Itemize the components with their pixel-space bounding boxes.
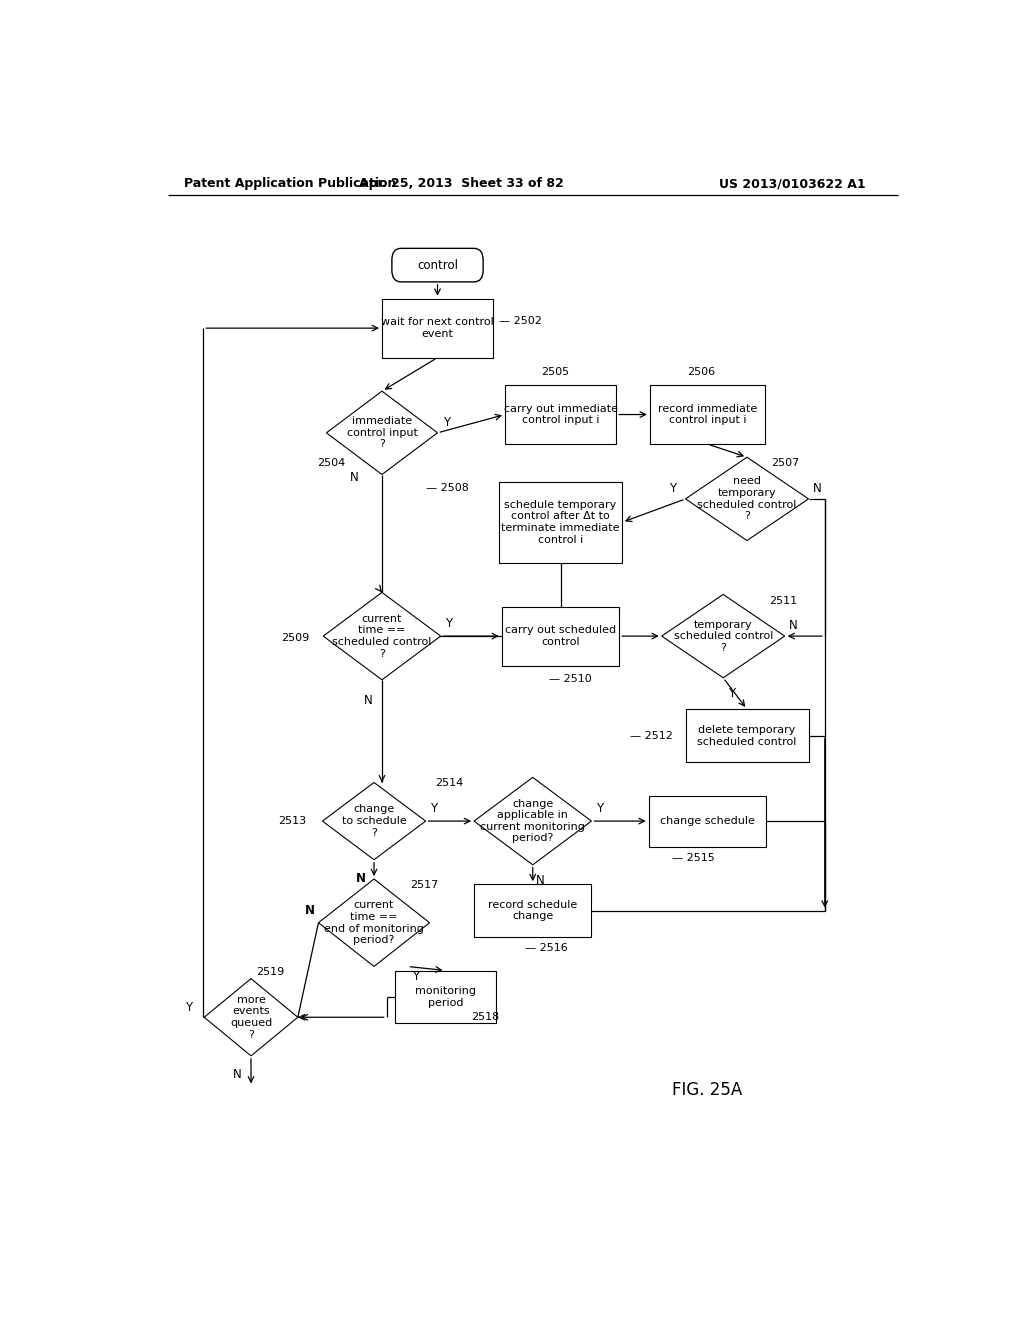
FancyBboxPatch shape bbox=[499, 482, 622, 562]
FancyBboxPatch shape bbox=[505, 385, 616, 444]
Text: delete temporary
scheduled control: delete temporary scheduled control bbox=[697, 725, 797, 747]
Text: Y: Y bbox=[412, 970, 419, 983]
Text: — 2516: — 2516 bbox=[524, 944, 567, 953]
Text: 2506: 2506 bbox=[687, 367, 716, 376]
Text: current
time ==
end of monitoring
period?: current time == end of monitoring period… bbox=[324, 900, 424, 945]
Text: — 2502: — 2502 bbox=[500, 315, 543, 326]
FancyBboxPatch shape bbox=[648, 796, 766, 846]
Text: immediate
control input
?: immediate control input ? bbox=[346, 416, 418, 449]
Polygon shape bbox=[323, 783, 426, 859]
FancyBboxPatch shape bbox=[394, 970, 497, 1023]
Text: control: control bbox=[417, 259, 458, 272]
Text: — 2515: — 2515 bbox=[673, 853, 715, 863]
Text: carry out scheduled
control: carry out scheduled control bbox=[505, 626, 616, 647]
Text: 2505: 2505 bbox=[541, 367, 568, 376]
Text: wait for next control
event: wait for next control event bbox=[381, 317, 494, 339]
Text: — 2510: — 2510 bbox=[549, 673, 591, 684]
Text: Y: Y bbox=[728, 686, 734, 700]
Text: — 2512: — 2512 bbox=[630, 731, 673, 741]
Text: Y: Y bbox=[669, 482, 676, 495]
Text: 2513: 2513 bbox=[278, 816, 306, 826]
Text: record schedule
change: record schedule change bbox=[488, 900, 578, 921]
FancyBboxPatch shape bbox=[382, 298, 494, 358]
Text: current
time ==
scheduled control
?: current time == scheduled control ? bbox=[332, 614, 432, 659]
Text: record immediate
control input i: record immediate control input i bbox=[657, 404, 757, 425]
Text: 2504: 2504 bbox=[316, 458, 345, 469]
Polygon shape bbox=[685, 457, 809, 541]
Text: Apr. 25, 2013  Sheet 33 of 82: Apr. 25, 2013 Sheet 33 of 82 bbox=[359, 177, 563, 190]
Text: N: N bbox=[304, 904, 314, 917]
Text: 2511: 2511 bbox=[769, 595, 798, 606]
Text: N: N bbox=[812, 482, 821, 495]
Text: more
events
queued
?: more events queued ? bbox=[229, 995, 272, 1040]
Text: Y: Y bbox=[443, 416, 451, 429]
Text: N: N bbox=[232, 1068, 242, 1081]
Text: N: N bbox=[350, 471, 359, 484]
Text: change
applicable in
current monitoring
period?: change applicable in current monitoring … bbox=[480, 799, 585, 843]
Text: N: N bbox=[537, 874, 545, 887]
Text: FIG. 25A: FIG. 25A bbox=[672, 1081, 742, 1100]
Text: change schedule: change schedule bbox=[659, 816, 755, 826]
Text: schedule temporary
control after Δt to
terminate immediate
control i: schedule temporary control after Δt to t… bbox=[502, 500, 620, 545]
FancyBboxPatch shape bbox=[502, 607, 620, 665]
Text: N: N bbox=[356, 871, 367, 884]
FancyBboxPatch shape bbox=[474, 884, 592, 937]
Polygon shape bbox=[474, 777, 592, 865]
Text: need
temporary
scheduled control
?: need temporary scheduled control ? bbox=[697, 477, 797, 521]
Polygon shape bbox=[318, 879, 430, 966]
FancyBboxPatch shape bbox=[650, 385, 765, 444]
Text: 2518: 2518 bbox=[471, 1012, 499, 1022]
Text: N: N bbox=[788, 619, 798, 632]
Text: — 2508: — 2508 bbox=[426, 483, 469, 492]
Text: US 2013/0103622 A1: US 2013/0103622 A1 bbox=[720, 177, 866, 190]
Polygon shape bbox=[324, 593, 440, 680]
Text: 2509: 2509 bbox=[281, 634, 309, 643]
Text: 2514: 2514 bbox=[434, 779, 463, 788]
Text: Y: Y bbox=[430, 803, 437, 816]
Text: 2519: 2519 bbox=[257, 966, 285, 977]
FancyBboxPatch shape bbox=[392, 248, 483, 282]
Text: Patent Application Publication: Patent Application Publication bbox=[183, 177, 396, 190]
Text: N: N bbox=[364, 693, 373, 706]
Text: carry out immediate
control input i: carry out immediate control input i bbox=[504, 404, 617, 425]
Text: Y: Y bbox=[185, 1001, 193, 1014]
Text: change
to schedule
?: change to schedule ? bbox=[342, 804, 407, 838]
Text: Y: Y bbox=[596, 803, 603, 816]
Text: 2517: 2517 bbox=[410, 880, 438, 890]
Text: 2507: 2507 bbox=[771, 458, 799, 469]
FancyBboxPatch shape bbox=[685, 709, 809, 762]
Text: Y: Y bbox=[445, 618, 453, 631]
Polygon shape bbox=[327, 391, 437, 474]
Polygon shape bbox=[662, 594, 784, 677]
Polygon shape bbox=[204, 978, 298, 1056]
Text: temporary
scheduled control
?: temporary scheduled control ? bbox=[674, 619, 773, 652]
Text: monitoring
period: monitoring period bbox=[415, 986, 476, 1007]
